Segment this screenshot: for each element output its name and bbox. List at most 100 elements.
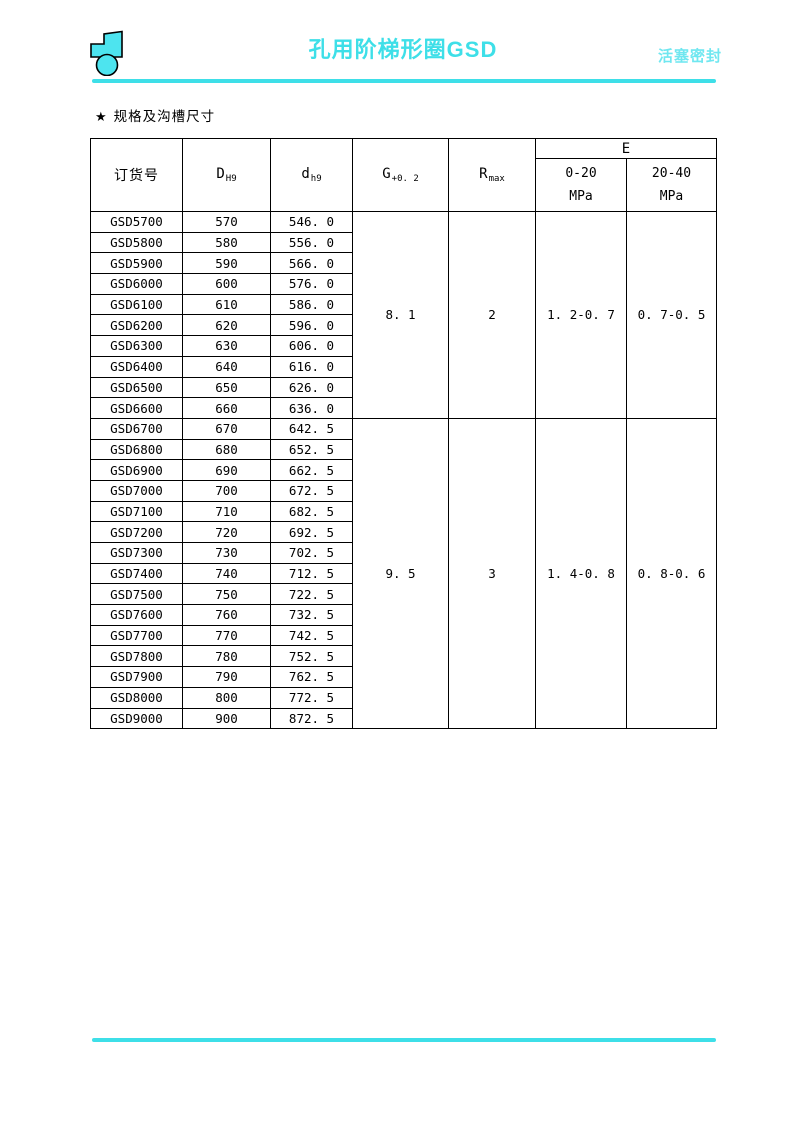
d-small-cell: 606. 0 [270,335,353,357]
d-small-cell: 872. 5 [270,707,353,730]
order-no-cell: GSD7100 [90,500,183,523]
d-small-cell: 576. 0 [270,273,353,295]
d-small-cell: 652. 5 [270,438,353,461]
header-E-col1-unit: MPa [569,188,593,204]
table-row: GSD6000 600 576. 0 [90,273,717,295]
order-no-cell: GSD6700 [90,417,183,440]
order-no-cell: GSD7600 [90,604,183,626]
d-large-cell: 750 [182,583,271,606]
header-order-no: 订货号 [90,138,183,212]
d-small-cell: 616. 0 [270,355,353,378]
d-large-cell: 680 [182,438,271,461]
section-heading: ★ 规格及沟槽尺寸 [95,105,215,125]
d-small-cell: 626. 0 [270,376,353,399]
header-E-col2-unit: MPa [659,188,684,204]
d-large-cell: 900 [182,707,271,730]
d-large-cell: 670 [182,417,271,440]
order-no-cell: GSD6600 [90,397,183,419]
d-small-cell: 642. 5 [270,417,353,440]
table-row: GSD7000 700 672. 5 [90,479,717,502]
d-large-cell: 620 [182,314,271,337]
d-small-cell: 596. 0 [270,314,353,337]
corner-label: 活塞密封 [658,48,723,65]
order-no-cell: GSD6100 [90,293,183,316]
d-large-cell: 730 [182,542,271,564]
table-row: GSD9000 900 872. 5 [90,707,717,730]
header-R-base: R [479,166,489,182]
d-large-cell: 650 [182,376,271,399]
table-row: GSD6300 630 606. 0 [90,335,717,357]
d-large-cell: 760 [182,604,271,626]
d-large-cell: 740 [182,562,271,585]
order-no-cell: GSD7900 [90,666,183,688]
d-small-cell: 712. 5 [270,562,353,585]
header-G: G+0. 2 [352,138,449,212]
d-large-cell: 570 [182,211,271,233]
order-no-cell: GSD8000 [90,686,183,709]
d-large-cell: 770 [182,624,271,647]
header-R-sub: max [488,174,505,184]
d-small-cell: 672. 5 [270,479,353,502]
d-small-cell: 556. 0 [270,231,353,254]
g-value-cell: 9. 5 [352,417,449,730]
spec-table-header: 订货号 DH9 dh9 G+0. 2 Rmax E 0-20 MPa 20-40… [90,138,717,212]
table-row: GSD6900 690 662. 5 [90,459,717,481]
header-E-col2-range: 20-40 [651,166,692,182]
table-row: GSD5700 570 546. 0 8. 1 2 1. 2-0. 7 0. 7-0. 5 [90,211,717,419]
header-d-sub: h9 [310,174,322,184]
table-row: GSD7200 720 692. 5 [90,521,717,543]
seal-cross-section-icon [88,28,126,77]
table-row: GSD6800 680 652. 5 [90,438,717,461]
d-small-cell: 662. 5 [270,459,353,481]
table-row: GSD7300 730 702. 5 [90,542,717,564]
d-small-cell: 752. 5 [270,645,353,668]
d-large-cell: 590 [182,252,271,275]
d-small-cell: 586. 0 [270,293,353,316]
order-no-cell: GSD5800 [90,231,183,254]
header-D: DH9 [182,138,271,212]
order-no-cell: GSD6500 [90,376,183,399]
d-large-cell: 630 [182,335,271,357]
order-no-cell: GSD6200 [90,314,183,337]
order-no-cell: GSD7500 [90,583,183,606]
table-row: GSD7900 790 762. 5 [90,666,717,688]
d-small-cell: 702. 5 [270,542,353,564]
r-value-cell: 2 [448,211,536,419]
e1-value-cell: 1. 2-0. 7 [535,211,627,419]
table-row: GSD5800 580 556. 0 [90,231,717,254]
d-small-cell: 772. 5 [270,686,353,709]
table-row: GSD7500 750 722. 5 [90,583,717,606]
d-large-cell: 700 [182,479,271,502]
order-no-cell: GSD6800 [90,438,183,461]
d-large-cell: 690 [182,459,271,481]
d-large-cell: 710 [182,500,271,523]
d-small-cell: 762. 5 [270,666,353,688]
d-small-cell: 732. 5 [270,604,353,626]
order-no-cell: GSD6400 [90,355,183,378]
header-D-base: D [216,166,226,182]
table-row: GSD7800 780 752. 5 [90,645,717,668]
section-heading-text: 规格及沟槽尺寸 [113,109,216,124]
table-row: GSD7600 760 732. 5 [90,604,717,626]
order-no-cell: GSD7000 [90,479,183,502]
d-small-cell: 566. 0 [270,252,353,275]
order-no-cell: GSD7700 [90,624,183,647]
header-E-col2: 20-40 MPa [626,158,717,212]
d-small-cell: 692. 5 [270,521,353,543]
order-no-cell: GSD6300 [90,335,183,357]
page-title: 孔用阶梯形圈GSD [308,37,498,62]
header-E-col1: 0-20 MPa [535,158,627,212]
e2-value-cell: 0. 8-0. 6 [626,417,717,730]
d-large-cell: 780 [182,645,271,668]
order-no-cell: GSD9000 [90,707,183,730]
d-small-cell: 546. 0 [270,211,353,233]
table-row: GSD6100 610 586. 0 [90,293,717,316]
e2-value-cell: 0. 7-0. 5 [626,211,717,419]
star-icon: ★ [95,109,108,124]
g-value-cell: 8. 1 [352,211,449,419]
order-no-cell: GSD6900 [90,459,183,481]
order-no-cell: GSD7800 [90,645,183,668]
table-row: GSD6500 650 626. 0 [90,376,717,399]
header-G-base: G [382,166,392,182]
